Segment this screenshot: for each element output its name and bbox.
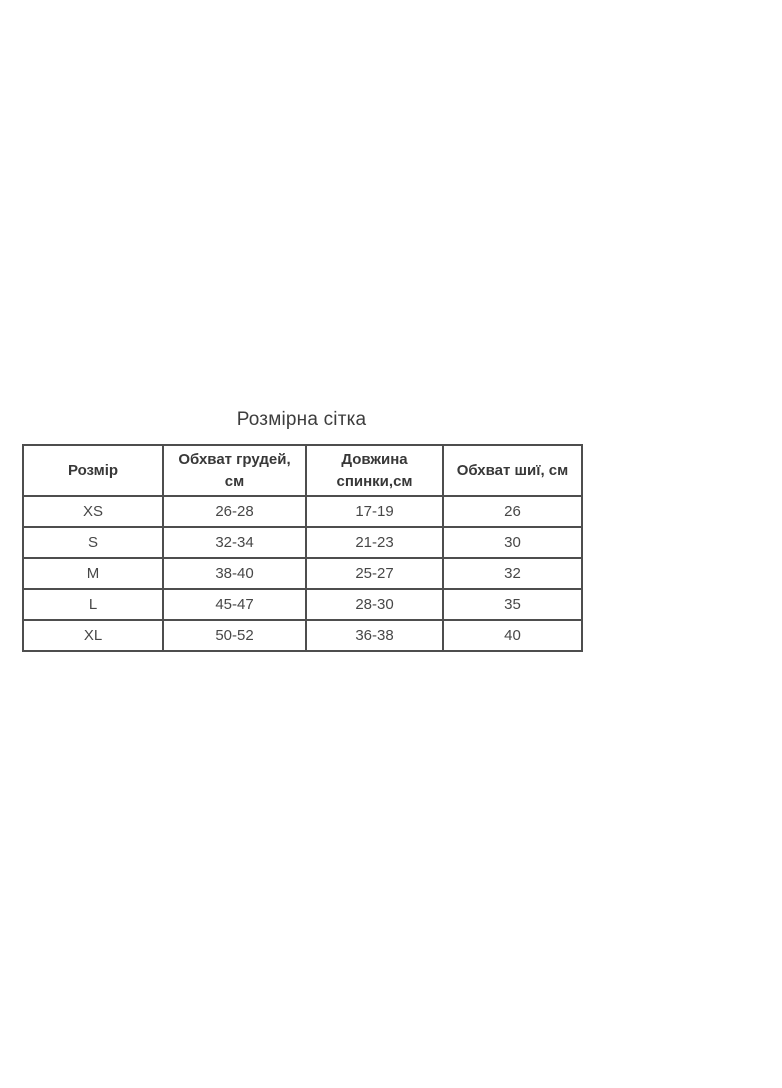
table-row: XL 50-52 36-38 40: [22, 619, 583, 652]
cell-size: XS: [22, 495, 164, 528]
cell-neck: 40: [442, 619, 583, 652]
cell-neck: 35: [442, 588, 583, 621]
column-header-chest: Обхват грудей, см: [162, 444, 307, 497]
cell-chest: 45-47: [162, 588, 307, 621]
cell-chest: 32-34: [162, 526, 307, 559]
cell-back: 25-27: [305, 557, 444, 590]
cell-back: 28-30: [305, 588, 444, 621]
cell-neck: 30: [442, 526, 583, 559]
cell-neck: 26: [442, 495, 583, 528]
table-row: L 45-47 28-30 35: [22, 588, 583, 621]
cell-chest: 26-28: [162, 495, 307, 528]
cell-back: 21-23: [305, 526, 444, 559]
header-row: Розмір Обхват грудей, см Довжина спинки,…: [22, 444, 583, 497]
size-chart-table: Розмір Обхват грудей, см Довжина спинки,…: [22, 444, 583, 652]
column-header-size: Розмір: [22, 444, 164, 497]
cell-size: M: [22, 557, 164, 590]
cell-chest: 50-52: [162, 619, 307, 652]
cell-size: XL: [22, 619, 164, 652]
cell-size: S: [22, 526, 164, 559]
table-row: XS 26-28 17-19 26: [22, 495, 583, 528]
column-header-back: Довжина спинки,см: [305, 444, 444, 497]
cell-back: 17-19: [305, 495, 444, 528]
column-header-neck: Обхват шиї, см: [442, 444, 583, 497]
cell-chest: 38-40: [162, 557, 307, 590]
table-row: M 38-40 25-27 32: [22, 557, 583, 590]
table-header: Розмір Обхват грудей, см Довжина спинки,…: [22, 444, 583, 497]
table-body: XS 26-28 17-19 26 S 32-34 21-23 30 M 38-…: [22, 495, 583, 652]
table-row: S 32-34 21-23 30: [22, 526, 583, 559]
cell-neck: 32: [442, 557, 583, 590]
page-title: Розмірна сітка: [236, 409, 367, 430]
cell-back: 36-38: [305, 619, 444, 652]
cell-size: L: [22, 588, 164, 621]
